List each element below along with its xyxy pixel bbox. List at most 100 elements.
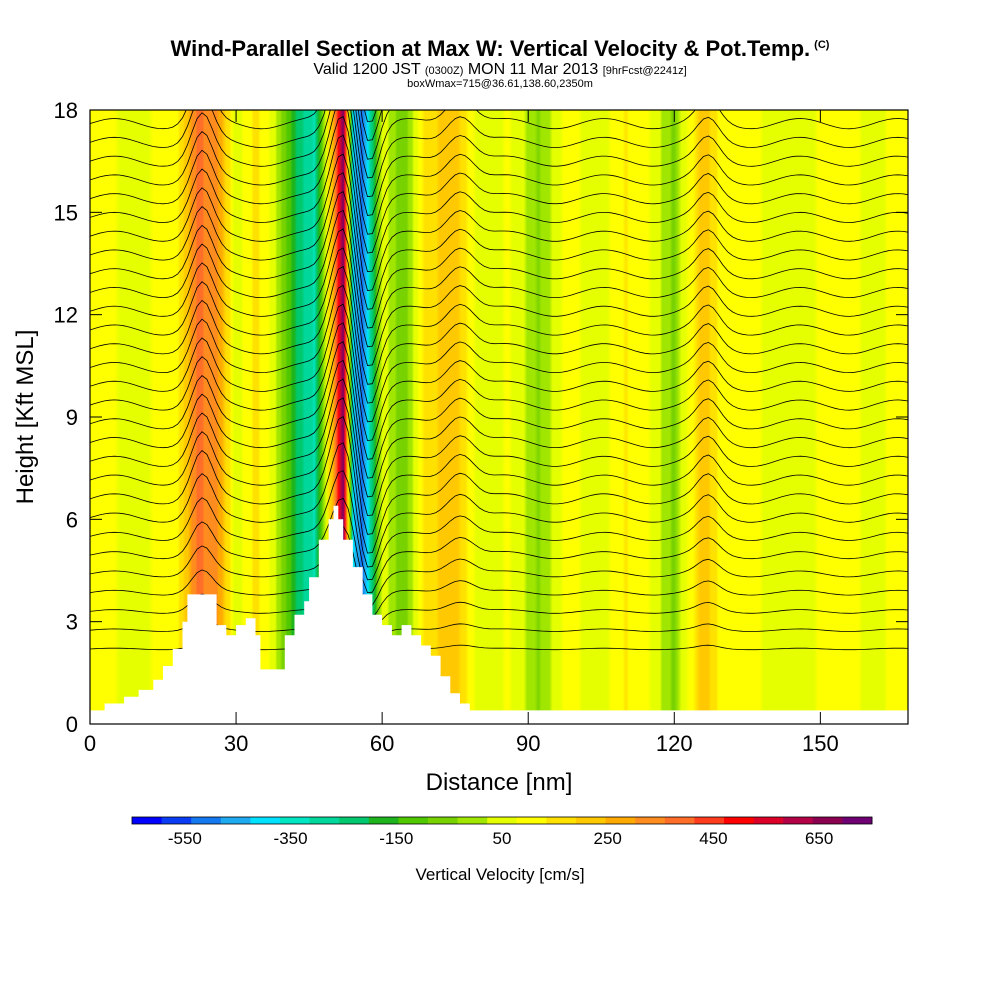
colorbar-frame <box>131 816 873 825</box>
isotherm-line <box>90 134 908 273</box>
w-column <box>703 110 724 724</box>
terrain-mask <box>90 505 908 724</box>
y-tick-label: 12 <box>54 303 78 328</box>
w-column <box>401 110 422 724</box>
isotherm-line <box>90 110 908 198</box>
y-tick-label: 3 <box>66 610 78 635</box>
colorbar-swatch <box>664 817 695 824</box>
valid-prefix: Valid 1200 JST <box>313 61 421 78</box>
w-column <box>567 110 597 724</box>
w-column <box>275 110 296 724</box>
isotherm-line <box>90 115 908 254</box>
isotherm-line <box>90 442 908 568</box>
colorbar-swatch <box>428 817 458 824</box>
isotherm-line <box>90 581 908 632</box>
colorbar-swatch <box>132 817 162 824</box>
w-column <box>810 110 841 724</box>
isotherm-line <box>90 416 908 554</box>
pot-temp-contours <box>90 0 908 658</box>
isotherm-line <box>90 209 908 348</box>
colorbar-tick-label: 50 <box>493 829 512 848</box>
x-tick-label: 0 <box>84 731 96 756</box>
colorbar-swatch <box>576 817 606 824</box>
colorbar-swatch <box>220 817 251 824</box>
isotherm-line <box>90 470 908 581</box>
colorbar-swatch <box>487 817 518 824</box>
y-tick-label: 9 <box>66 405 78 430</box>
w-column <box>352 110 364 724</box>
isotherm-line <box>90 190 908 329</box>
colorbar-swatch <box>546 817 577 824</box>
isotherm-line <box>90 110 908 179</box>
copyright-mark: (C) <box>814 38 830 51</box>
isotherm-line <box>90 228 908 366</box>
isotherm-line <box>90 284 908 423</box>
colorbar-swatch <box>724 817 754 824</box>
w-column <box>596 110 627 724</box>
terrain <box>90 505 908 724</box>
colorbar-tick-label: -150 <box>379 829 413 848</box>
colorbar-tick-label: 250 <box>594 829 622 848</box>
isotherm-line <box>90 322 908 460</box>
y-tick-label: 15 <box>54 200 78 225</box>
x-tick-label: 60 <box>370 731 394 756</box>
isotherm-line <box>90 497 908 594</box>
w-column <box>333 110 344 724</box>
isotherm-line <box>90 153 908 291</box>
colorbar-swatch <box>457 817 488 824</box>
colorbar-swatch <box>309 817 340 824</box>
isotherm-line <box>90 172 908 310</box>
colorbar-swatch <box>812 817 843 824</box>
x-tick-label: 30 <box>224 731 248 756</box>
isotherm-line <box>90 359 908 498</box>
w-column <box>421 110 451 724</box>
w-column <box>869 110 899 724</box>
w-column <box>839 110 870 724</box>
w-column <box>236 110 257 724</box>
w-column <box>479 110 510 724</box>
x-tick-label: 120 <box>656 731 693 756</box>
box-info: boxWmax=715@36.61,138.60,2350m <box>407 78 593 90</box>
y-tick-label: 18 <box>54 98 78 123</box>
isotherm-line <box>90 247 908 385</box>
colorbar-swatch <box>339 817 370 824</box>
w-column <box>362 110 383 724</box>
colorbar-swatch <box>694 817 725 824</box>
x-tick-label: 90 <box>516 731 540 756</box>
colorbar-swatch <box>783 817 814 824</box>
w-column <box>654 110 675 724</box>
isotherm-line <box>90 0 908 84</box>
valid-date: MON 11 Mar 2013 <box>467 61 599 78</box>
isotherm-line <box>90 378 908 517</box>
w-column <box>343 110 354 724</box>
y-tick-label: 6 <box>66 507 78 532</box>
isotherm-line <box>90 110 908 216</box>
colorbar-tick-label: -350 <box>274 829 308 848</box>
isotherm-line <box>364 110 377 123</box>
axes: 0 30 60 90 120 150 0 3 6 9 12 15 18 <box>54 98 908 756</box>
valid-zulu: (0300Z) <box>424 65 464 77</box>
isotherm-line <box>90 303 908 442</box>
y-axis-label: Height [Kft MSL] <box>12 330 39 505</box>
colorbar: -550 -350 -150 50 250 450 650 <box>131 816 873 848</box>
x-axis-label: Distance [nm] <box>426 769 573 796</box>
colorbar-swatch <box>161 817 192 824</box>
w-column <box>138 110 179 724</box>
colorbar-tick-label: 450 <box>699 829 727 848</box>
colorbar-swatch <box>753 817 784 824</box>
w-column <box>722 110 753 724</box>
colorbar-swatch <box>398 817 429 824</box>
w-column <box>450 110 481 724</box>
w-column <box>216 110 237 724</box>
colorbar-swatch <box>250 817 281 824</box>
title-text: Wind-Parallel Section at Max W: Vertical… <box>170 36 811 61</box>
w-column <box>294 110 315 724</box>
w-column <box>99 110 140 724</box>
colorbar-swatch <box>280 817 310 824</box>
isotherm-line <box>90 553 908 619</box>
isotherm-line <box>90 397 908 535</box>
chart-title: Wind-Parallel Section at Max W: Vertical… <box>0 36 1000 62</box>
colorbar-swatch <box>635 817 666 824</box>
colorbar-tick-label: -550 <box>168 829 202 848</box>
